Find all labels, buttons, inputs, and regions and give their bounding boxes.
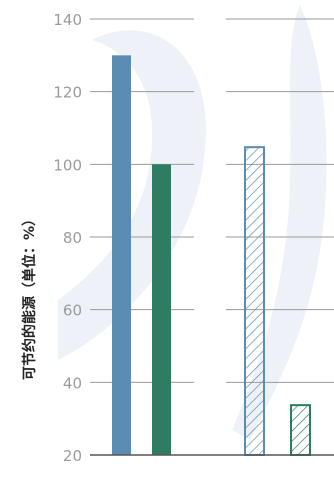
y-axis-label: 可节约的能源（单位：%） (21, 212, 38, 380)
y-tick-label: 140 (53, 11, 82, 29)
y-tick-label: 120 (53, 84, 82, 102)
y-tick-label: 100 (53, 156, 82, 174)
bar-solid-0-0 (112, 55, 131, 455)
y-tick-label: 60 (63, 302, 82, 320)
y-axis-ticks: 20 40 60 80 100 120 140 (53, 11, 82, 465)
background-watermark (58, 5, 327, 440)
bars (112, 55, 311, 457)
y-tick-label: 80 (63, 229, 82, 247)
y-tick-label: 40 (63, 374, 82, 392)
bar-hatched-1-1 (290, 404, 311, 456)
y-tick-label: 20 (63, 447, 82, 465)
bar-hatched-1-0 (244, 146, 265, 457)
bar-solid-0-1 (152, 164, 171, 456)
